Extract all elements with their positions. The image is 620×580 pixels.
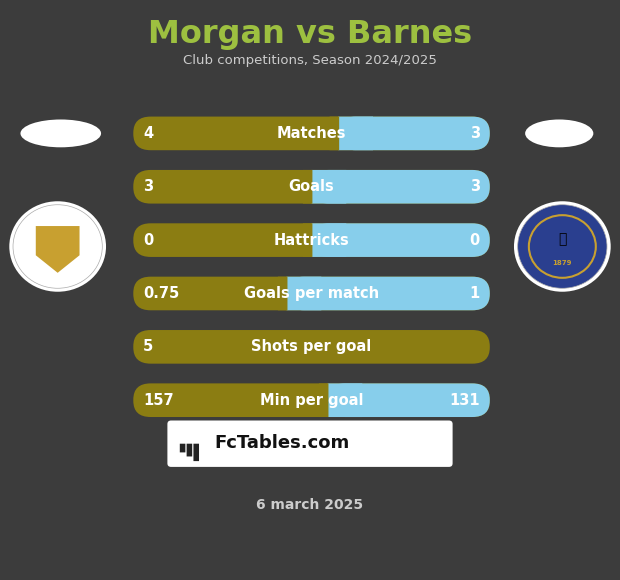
FancyBboxPatch shape: [133, 117, 490, 150]
Text: 1879: 1879: [552, 260, 572, 266]
Text: 4: 4: [143, 126, 153, 141]
FancyBboxPatch shape: [133, 383, 490, 417]
FancyBboxPatch shape: [187, 444, 192, 456]
FancyBboxPatch shape: [286, 277, 490, 310]
FancyBboxPatch shape: [312, 223, 490, 257]
Text: Shots per goal: Shots per goal: [252, 339, 371, 354]
FancyBboxPatch shape: [330, 117, 339, 150]
FancyBboxPatch shape: [133, 170, 490, 204]
FancyBboxPatch shape: [180, 444, 185, 452]
Text: 🐦: 🐦: [558, 233, 567, 246]
Text: 3: 3: [143, 179, 153, 194]
Circle shape: [514, 201, 611, 292]
FancyBboxPatch shape: [133, 277, 490, 310]
Ellipse shape: [20, 119, 101, 147]
FancyBboxPatch shape: [339, 117, 490, 150]
Text: FcTables.com: FcTables.com: [214, 434, 349, 452]
Text: 0: 0: [469, 233, 480, 248]
FancyBboxPatch shape: [303, 170, 312, 204]
Text: 6 march 2025: 6 march 2025: [257, 498, 363, 512]
Circle shape: [9, 201, 106, 292]
Polygon shape: [36, 226, 79, 273]
FancyBboxPatch shape: [278, 277, 288, 310]
FancyBboxPatch shape: [193, 444, 199, 461]
FancyBboxPatch shape: [303, 223, 312, 257]
Text: Matches: Matches: [277, 126, 347, 141]
FancyBboxPatch shape: [312, 170, 490, 204]
FancyBboxPatch shape: [312, 170, 347, 204]
FancyBboxPatch shape: [339, 117, 373, 150]
FancyBboxPatch shape: [319, 383, 329, 417]
Text: 0: 0: [143, 233, 154, 248]
Text: 0.75: 0.75: [143, 286, 179, 301]
Circle shape: [518, 205, 607, 288]
FancyBboxPatch shape: [167, 420, 453, 467]
Text: 131: 131: [450, 393, 480, 408]
Text: 3: 3: [470, 179, 480, 194]
Ellipse shape: [525, 119, 593, 147]
Text: Club competitions, Season 2024/2025: Club competitions, Season 2024/2025: [183, 55, 437, 67]
FancyBboxPatch shape: [312, 223, 347, 257]
FancyBboxPatch shape: [286, 277, 321, 310]
Text: 3: 3: [470, 126, 480, 141]
Text: Goals: Goals: [289, 179, 334, 194]
FancyBboxPatch shape: [133, 223, 490, 257]
Text: 5: 5: [143, 339, 154, 354]
Text: 157: 157: [143, 393, 174, 408]
Text: 1: 1: [469, 286, 480, 301]
Text: Hattricks: Hattricks: [273, 233, 350, 248]
FancyBboxPatch shape: [327, 383, 490, 417]
Text: Min per goal: Min per goal: [260, 393, 363, 408]
Text: Goals per match: Goals per match: [244, 286, 379, 301]
FancyBboxPatch shape: [133, 330, 490, 364]
FancyBboxPatch shape: [327, 383, 362, 417]
Circle shape: [13, 205, 102, 288]
Text: Morgan vs Barnes: Morgan vs Barnes: [148, 19, 472, 50]
